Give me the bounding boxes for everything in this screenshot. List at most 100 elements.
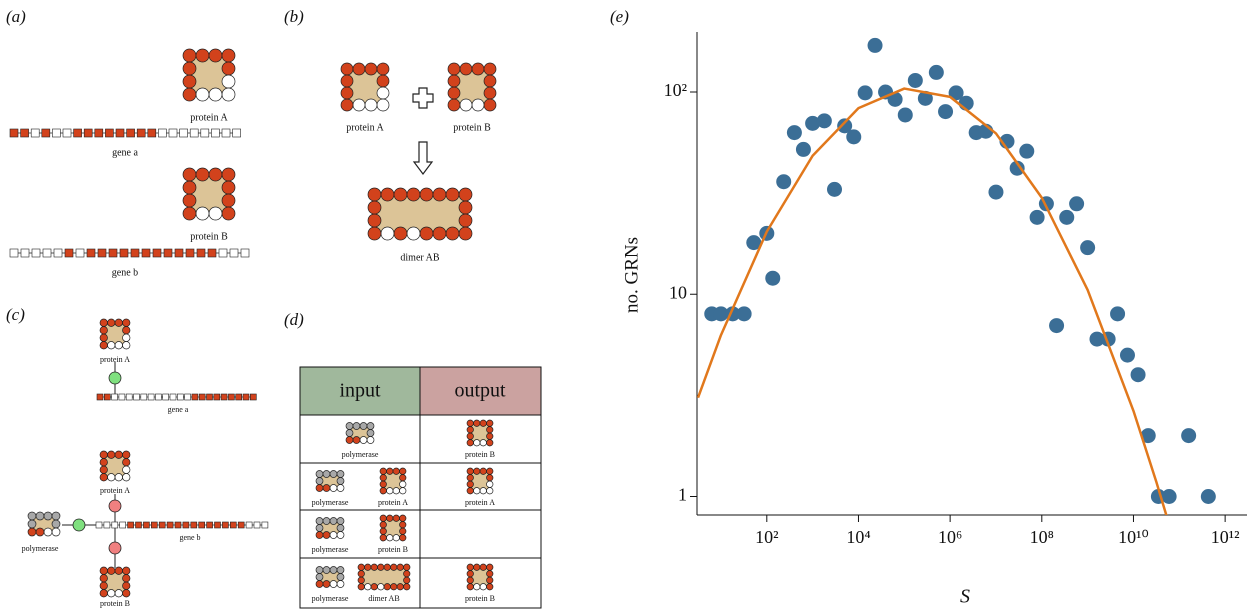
protein-subunit	[316, 581, 323, 588]
protein-subunit	[365, 564, 372, 571]
protein-subunit	[397, 564, 404, 571]
point	[765, 271, 780, 286]
protein-subunit	[460, 99, 472, 111]
protein-subunit	[337, 525, 344, 532]
gene-site	[128, 522, 134, 528]
protein-subunit	[459, 227, 472, 240]
gene-site	[201, 129, 209, 137]
protein-subunit	[487, 433, 494, 440]
protein-subunit	[393, 468, 400, 475]
gene-label: gene b	[179, 533, 200, 542]
gene-site	[95, 129, 103, 137]
protein-subunit	[380, 481, 387, 488]
protein-subunit	[123, 451, 131, 459]
gene-site	[116, 129, 124, 137]
protein-subunit	[183, 194, 196, 207]
gene-site	[120, 249, 128, 257]
gene-site	[211, 129, 219, 137]
protein-subunit	[44, 512, 52, 520]
point	[1049, 318, 1064, 333]
gene-site	[190, 129, 198, 137]
y-tick-label: 1	[678, 485, 687, 505]
gene-site	[199, 394, 205, 400]
point	[796, 142, 811, 157]
cell-label: polymerase	[312, 498, 349, 507]
protein-subunit	[393, 488, 400, 495]
x-tick-label: 10⁴	[846, 527, 870, 547]
protein-subunit	[341, 87, 353, 99]
point	[988, 185, 1003, 200]
repressor-icon	[109, 500, 121, 512]
protein-subunit	[391, 564, 398, 571]
gene-site	[167, 522, 173, 528]
point	[827, 182, 842, 197]
gene-site	[163, 394, 169, 400]
point	[908, 73, 923, 88]
gene-site	[177, 394, 183, 400]
protein-subunit	[222, 62, 235, 75]
protein-subunit	[380, 528, 387, 535]
point	[1181, 428, 1196, 443]
protein-subunit	[330, 471, 337, 478]
activator-icon	[109, 372, 121, 384]
protein-subunit	[337, 567, 344, 574]
gene-site	[197, 249, 205, 257]
protein-subunit	[433, 188, 446, 201]
protein-subunit	[377, 99, 389, 111]
gene-site	[126, 394, 132, 400]
protein-subunit	[487, 571, 494, 578]
protein-subunit	[337, 581, 344, 588]
protein-subunit	[467, 571, 474, 578]
gene-site	[120, 522, 126, 528]
gene-site	[63, 129, 71, 137]
protein-subunit	[360, 437, 367, 444]
gene-site	[76, 249, 84, 257]
protein-body	[190, 56, 229, 95]
point	[737, 306, 752, 321]
protein-subunit	[394, 227, 407, 240]
gene-site	[192, 394, 198, 400]
protein-subunit	[316, 478, 323, 485]
gene-site	[250, 394, 256, 400]
protein-subunit	[52, 520, 60, 528]
protein-subunit	[100, 590, 108, 598]
protein-subunit	[480, 468, 487, 475]
gene-label: gene b	[112, 267, 138, 278]
protein-subunit	[123, 575, 131, 583]
protein-subunit	[368, 201, 381, 214]
gene-site	[222, 522, 228, 528]
gene-site	[105, 129, 113, 137]
protein-subunit	[330, 581, 337, 588]
protein-subunit	[400, 475, 407, 482]
protein-subunit	[448, 99, 460, 111]
gene-site	[219, 249, 227, 257]
protein-subunit	[480, 440, 487, 447]
protein-subunit	[183, 49, 196, 62]
protein-subunit	[484, 75, 496, 87]
y-tick-label: 10²	[664, 80, 687, 100]
protein-subunit	[316, 525, 323, 532]
gene-site	[183, 522, 189, 528]
protein-subunit	[36, 528, 44, 536]
gene-site	[215, 522, 221, 528]
gene-site	[143, 522, 149, 528]
gene-site	[32, 249, 40, 257]
gene-site	[65, 249, 73, 257]
x-tick-label: 10⁶	[938, 527, 962, 547]
protein-subunit	[209, 207, 222, 220]
protein-subunit	[123, 582, 131, 590]
gene-site	[54, 249, 62, 257]
gene-site	[21, 249, 29, 257]
protein-subunit	[337, 478, 344, 485]
protein-subunit	[123, 459, 131, 467]
protein-subunit	[209, 49, 222, 62]
gene-site	[31, 129, 39, 137]
protein-label: protein A	[100, 486, 130, 495]
protein-subunit	[115, 451, 123, 459]
protein-subunit	[353, 423, 360, 430]
gene-site	[104, 394, 110, 400]
gene-site	[98, 249, 106, 257]
protein-subunit	[28, 520, 36, 528]
protein-subunit	[391, 584, 398, 591]
gene-site	[233, 129, 241, 137]
